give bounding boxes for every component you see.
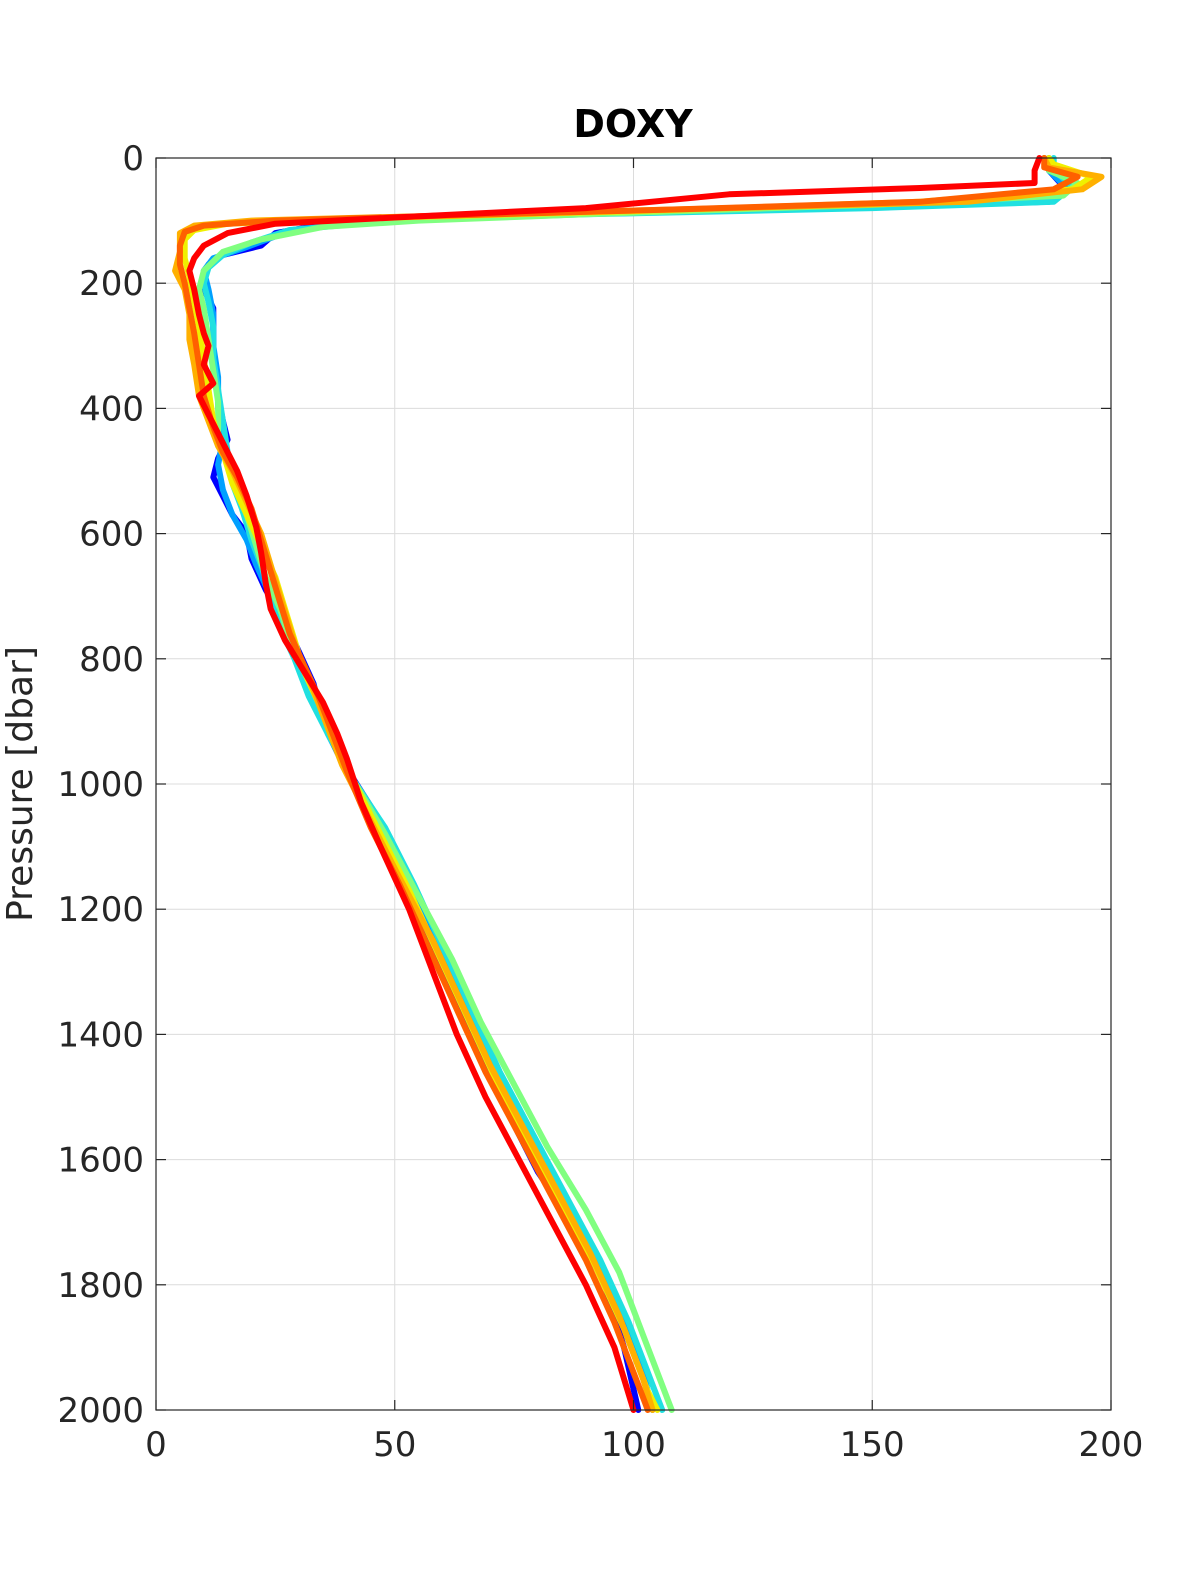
y-axis-label: Pressure [dbar]	[0, 646, 41, 922]
x-tick-label: 200	[1079, 1425, 1144, 1465]
x-tick-label: 50	[373, 1425, 416, 1465]
x-tick-label: 0	[145, 1425, 167, 1465]
y-tick-label: 1600	[57, 1141, 144, 1181]
y-tick-label: 1200	[57, 890, 144, 930]
y-tick-label: 1400	[57, 1015, 144, 1055]
x-tick-label: 150	[840, 1425, 905, 1465]
y-tick-labels: 0 200 400 600 800 1000 1200 1400 1600 1800 2000	[57, 139, 144, 1431]
series-layer	[172, 155, 1105, 1413]
y-tick-label: 800	[79, 640, 144, 680]
x-tick-label: 100	[601, 1425, 666, 1465]
y-tick-label: 2000	[57, 1391, 144, 1431]
chart-title: DOXY	[573, 102, 693, 146]
y-tick-label: 0	[122, 139, 144, 179]
y-tick-label: 400	[79, 389, 144, 429]
y-tick-label: 200	[79, 264, 144, 304]
tick-marks	[155, 157, 1112, 1411]
y-tick-label: 1800	[57, 1266, 144, 1306]
series-line-8	[186, 155, 1043, 1413]
x-tick-labels: 0 50 100 150 200	[145, 1425, 1143, 1465]
y-tick-label: 600	[79, 515, 144, 555]
y-tick-label: 1000	[57, 765, 144, 805]
